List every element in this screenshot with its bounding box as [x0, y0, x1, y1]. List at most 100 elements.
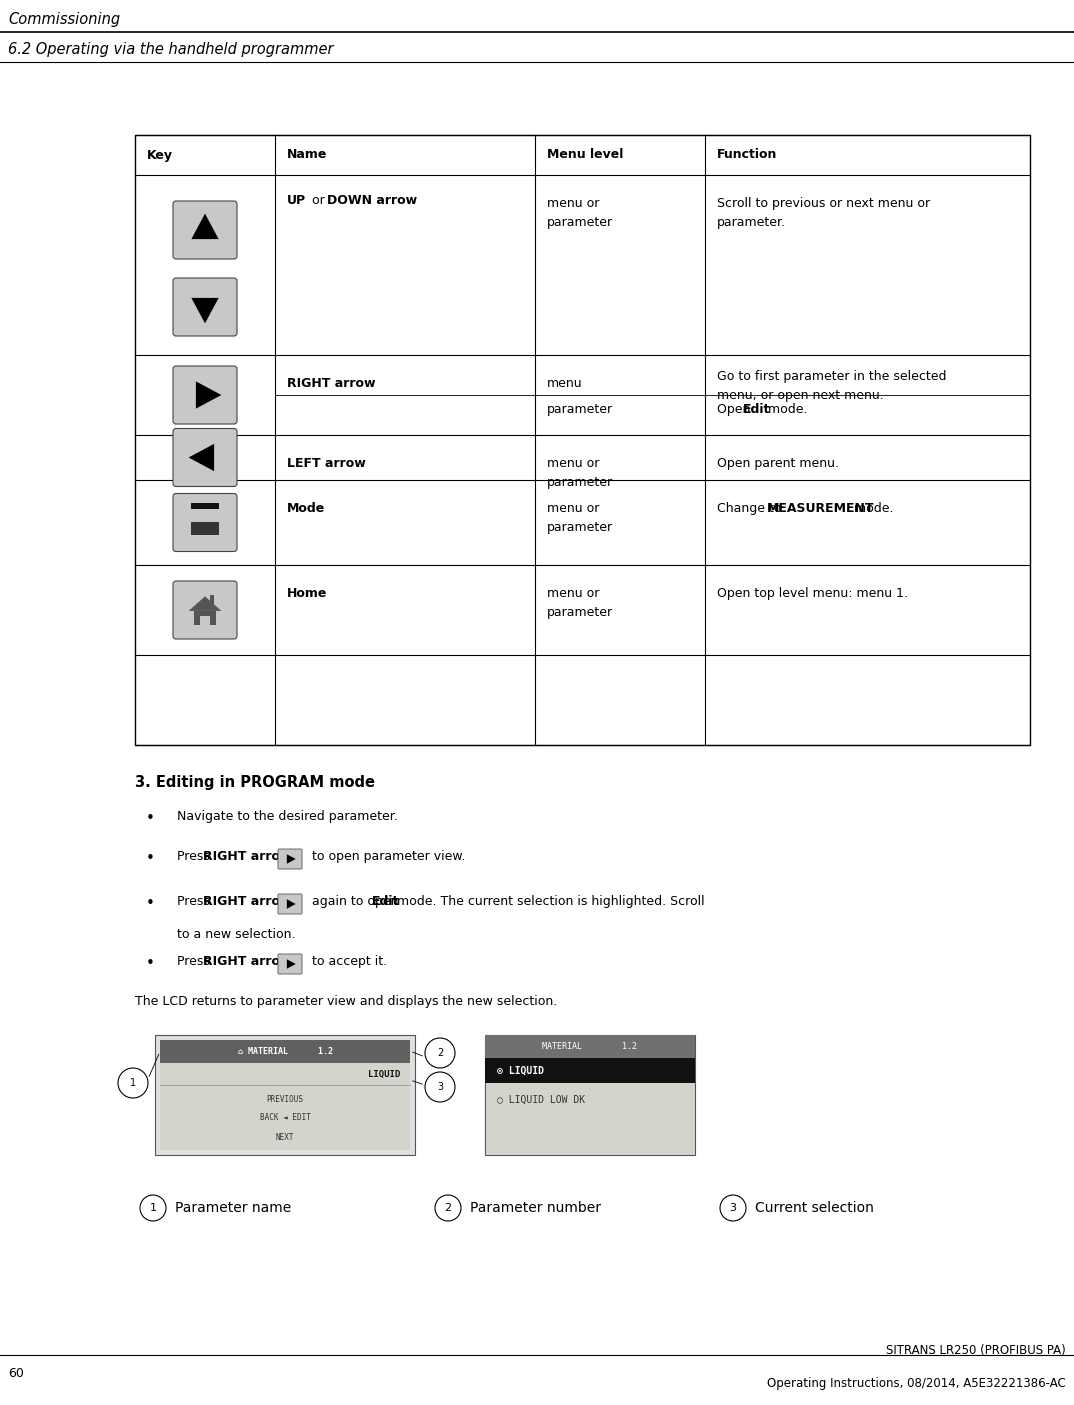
Text: Parameter name: Parameter name	[175, 1201, 291, 1215]
Circle shape	[425, 1072, 455, 1102]
Circle shape	[435, 1196, 461, 1221]
Text: MATERIAL        1.2: MATERIAL 1.2	[542, 1043, 638, 1051]
Text: •: •	[146, 811, 155, 826]
Text: PREVIOUS: PREVIOUS	[266, 1094, 304, 1104]
Text: RIGHT arrow: RIGHT arrow	[203, 850, 291, 863]
Text: Press: Press	[177, 955, 214, 968]
Text: Operating Instructions, 08/2014, A5E32221386-AC: Operating Instructions, 08/2014, A5E3222…	[767, 1377, 1066, 1390]
Text: Go to first parameter in the selected
menu, or open next menu.: Go to first parameter in the selected me…	[717, 370, 946, 402]
Text: LEFT arrow: LEFT arrow	[287, 457, 366, 471]
Bar	[160, 1040, 410, 1064]
Text: Open top level menu: menu 1.: Open top level menu: menu 1.	[717, 587, 908, 600]
Text: mode. The current selection is highlighted. Scroll: mode. The current selection is highlight…	[393, 895, 705, 908]
Text: parameter: parameter	[547, 403, 613, 416]
Text: ⌂ MATERIAL      1.2: ⌂ MATERIAL 1.2	[237, 1047, 333, 1057]
Text: NEXT: NEXT	[276, 1132, 294, 1142]
Text: Press: Press	[177, 895, 214, 908]
Text: •: •	[146, 955, 155, 971]
Text: Commissioning: Commissioning	[8, 13, 120, 27]
Text: Function: Function	[717, 149, 778, 162]
Text: BACK ◄ EDIT: BACK ◄ EDIT	[260, 1113, 310, 1123]
Text: Mode: Mode	[287, 502, 325, 516]
Text: Change to: Change to	[717, 502, 785, 516]
Bar	[160, 1040, 410, 1151]
Circle shape	[140, 1196, 166, 1221]
Polygon shape	[189, 596, 221, 611]
Bar	[485, 1035, 695, 1155]
Bar	[155, 1035, 415, 1155]
Polygon shape	[287, 960, 295, 968]
Text: 2: 2	[437, 1048, 444, 1058]
Text: to a new selection.: to a new selection.	[177, 927, 295, 941]
Text: Home: Home	[287, 587, 328, 600]
Text: •: •	[146, 851, 155, 865]
Text: mode.: mode.	[764, 403, 807, 416]
Text: Menu level: Menu level	[547, 149, 623, 162]
Text: menu: menu	[547, 377, 582, 391]
Text: Parameter number: Parameter number	[470, 1201, 601, 1215]
Text: again to open: again to open	[308, 895, 403, 908]
Text: 60: 60	[8, 1367, 24, 1380]
Bar	[135, 135, 1030, 745]
Text: 6.2 Operating via the handheld programmer: 6.2 Operating via the handheld programme…	[8, 42, 334, 58]
Text: menu or
parameter: menu or parameter	[547, 197, 613, 229]
Text: mode.: mode.	[850, 502, 894, 516]
Circle shape	[425, 1038, 455, 1068]
FancyBboxPatch shape	[173, 278, 237, 336]
Bar	[201, 617, 209, 625]
Text: or: or	[308, 194, 329, 207]
FancyBboxPatch shape	[278, 954, 302, 974]
Text: Current selection: Current selection	[755, 1201, 874, 1215]
Text: 3. Editing in PROGRAM mode: 3. Editing in PROGRAM mode	[135, 776, 375, 790]
Text: RIGHT arrow: RIGHT arrow	[203, 895, 291, 908]
Bar	[160, 1064, 410, 1085]
Text: Name: Name	[287, 149, 328, 162]
Text: 2: 2	[445, 1203, 451, 1213]
Text: 1: 1	[130, 1078, 136, 1087]
Text: menu or
parameter: menu or parameter	[547, 502, 613, 534]
Text: RIGHT arrow: RIGHT arrow	[203, 955, 291, 968]
FancyBboxPatch shape	[278, 849, 302, 870]
Text: Open: Open	[717, 403, 754, 416]
Text: UP: UP	[287, 194, 306, 207]
Polygon shape	[195, 381, 221, 409]
FancyBboxPatch shape	[173, 493, 237, 552]
Polygon shape	[191, 298, 219, 323]
FancyBboxPatch shape	[173, 365, 237, 424]
Text: DOWN arrow: DOWN arrow	[326, 194, 417, 207]
FancyBboxPatch shape	[173, 201, 237, 259]
Text: Scroll to previous or next menu or
parameter.: Scroll to previous or next menu or param…	[717, 197, 930, 229]
Text: MEASUREMENT: MEASUREMENT	[767, 502, 874, 516]
Circle shape	[720, 1196, 746, 1221]
Text: ○ LIQUID LOW DK: ○ LIQUID LOW DK	[497, 1094, 585, 1104]
Bar	[485, 1058, 695, 1083]
Text: Press: Press	[177, 850, 214, 863]
Bar	[193, 611, 216, 625]
Text: LIQUID: LIQUID	[367, 1069, 400, 1079]
Polygon shape	[287, 854, 295, 864]
FancyBboxPatch shape	[173, 582, 237, 639]
Text: Edit: Edit	[372, 895, 398, 908]
Bar	[211, 594, 215, 604]
Bar	[485, 1035, 695, 1058]
FancyBboxPatch shape	[173, 429, 237, 486]
Polygon shape	[189, 444, 214, 471]
Text: Key: Key	[147, 149, 173, 162]
Text: ⊙ LIQUID: ⊙ LIQUID	[497, 1065, 545, 1075]
Text: menu or
parameter: menu or parameter	[547, 457, 613, 489]
Text: to accept it.: to accept it.	[308, 955, 387, 968]
Bar	[191, 523, 219, 527]
Bar	[191, 503, 219, 509]
Text: Navigate to the desired parameter.: Navigate to the desired parameter.	[177, 811, 397, 823]
Bar	[191, 527, 219, 531]
Circle shape	[118, 1068, 148, 1097]
Text: SITRANS LR250 (PROFIBUS PA): SITRANS LR250 (PROFIBUS PA)	[886, 1345, 1066, 1357]
Text: 1: 1	[149, 1203, 157, 1213]
Text: Edit: Edit	[742, 403, 770, 416]
Bar	[191, 531, 219, 535]
Polygon shape	[191, 214, 219, 239]
Text: Open parent menu.: Open parent menu.	[717, 457, 839, 471]
Text: menu or
parameter: menu or parameter	[547, 587, 613, 620]
Text: RIGHT arrow: RIGHT arrow	[287, 377, 376, 391]
Text: 3: 3	[437, 1082, 444, 1092]
